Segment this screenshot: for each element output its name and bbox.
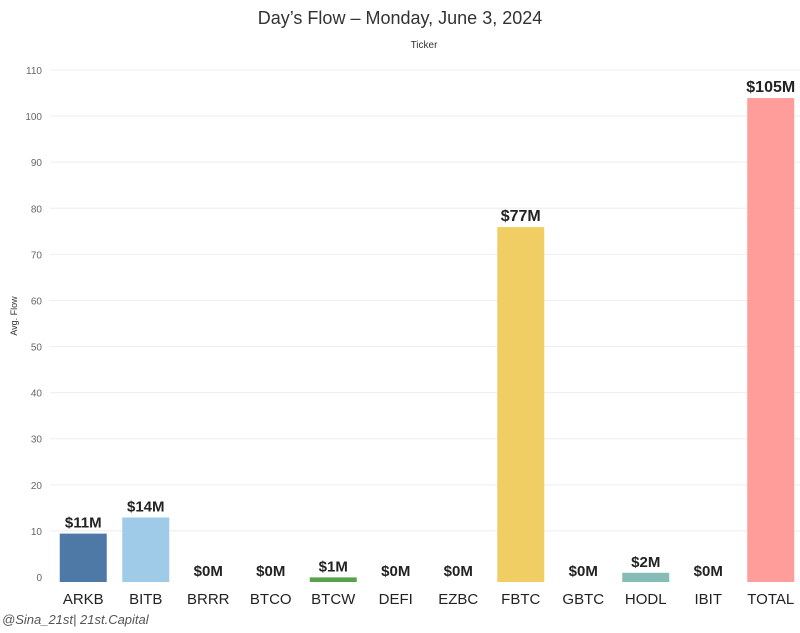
data-label: $0M <box>381 563 410 580</box>
bar-btcw <box>309 577 357 582</box>
x-tick-label: BTCO <box>250 591 292 608</box>
x-tick-label: BITB <box>129 591 162 608</box>
y-tick-label: 90 <box>31 158 43 169</box>
chart-title: Day’s Flow – Monday, June 3, 2024 <box>258 8 543 28</box>
y-tick-label: 10 <box>31 527 43 538</box>
data-label: $77M <box>501 208 541 225</box>
x-tick-label: BTCW <box>311 591 356 608</box>
y-tick-label: 40 <box>31 389 43 400</box>
x-tick-label: EZBC <box>438 591 478 608</box>
data-label: $105M <box>746 79 795 96</box>
x-tick-label: ARKB <box>63 591 104 608</box>
data-label: $11M <box>65 515 102 532</box>
data-label: $0M <box>694 563 723 580</box>
data-label: $0M <box>444 563 473 580</box>
bar-bitb <box>122 517 170 582</box>
x-tick-label: IBIT <box>694 591 722 608</box>
y-tick-label: 0 <box>36 573 42 584</box>
y-tick-label: 110 <box>26 66 42 77</box>
y-tick-label: 70 <box>31 250 43 261</box>
x-tick-label: DEFI <box>379 591 413 608</box>
data-label: $14M <box>127 498 165 515</box>
x-axis-title: Ticker <box>411 40 439 51</box>
x-tick-label: FBTC <box>501 591 540 608</box>
x-tick-label: HODL <box>625 591 667 608</box>
bar-arkb <box>59 533 107 582</box>
y-tick-label: 30 <box>31 435 43 446</box>
y-tick-label: 100 <box>25 112 42 123</box>
bar-layer <box>59 98 795 582</box>
y-tick-label: 50 <box>31 343 43 354</box>
data-label: $0M <box>569 563 598 580</box>
y-tick-label: 80 <box>31 204 43 215</box>
data-label: $0M <box>194 563 223 580</box>
bar-fbtc <box>497 227 545 582</box>
y-tick-label: 20 <box>31 481 43 492</box>
x-tick-label: TOTAL <box>747 591 794 608</box>
y-axis-title: Avg. Flow <box>9 296 19 336</box>
data-label: $1M <box>319 558 348 575</box>
data-label: $0M <box>256 563 285 580</box>
watermark: @Sina_21st| 21st.Capital <box>2 612 149 627</box>
bar-hodl <box>622 572 670 582</box>
data-label: $2M <box>631 554 660 571</box>
bar-total <box>747 98 795 582</box>
x-tick-label: BRRR <box>187 591 230 608</box>
grid-layer: 0 10 20 30 40 50 60 70 80 90 100 110 <box>25 66 800 584</box>
x-tick-label: GBTC <box>562 591 604 608</box>
y-tick-label: 60 <box>31 296 43 307</box>
label-layer: ARKB $11M BITB $14M BRRR $0M BTCO $0M BTCW $1M DEF… <box>63 79 795 608</box>
